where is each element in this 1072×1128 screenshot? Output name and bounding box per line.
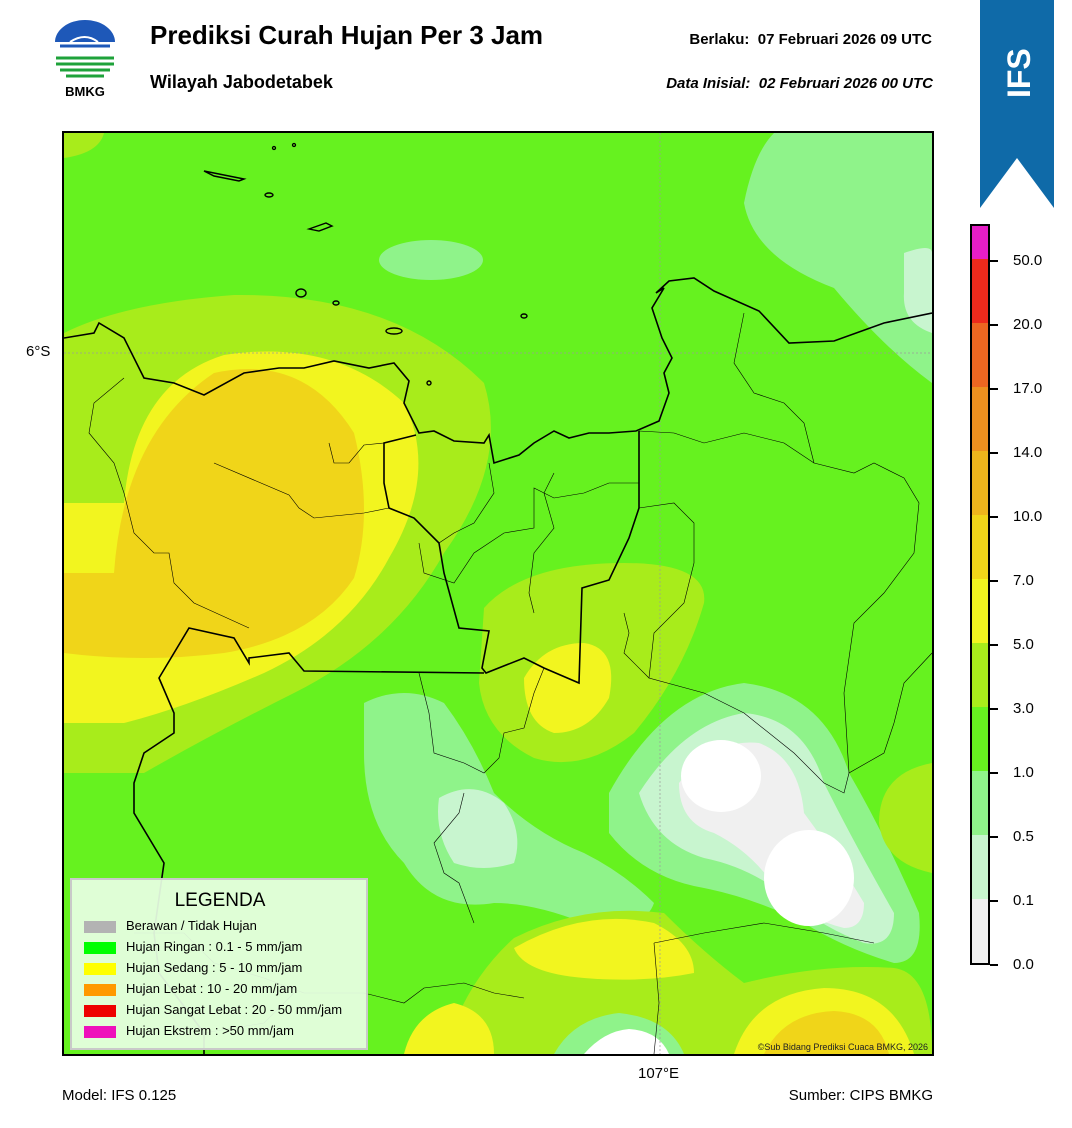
colorbar-tick (990, 260, 998, 262)
init-time: Data Inisial: 02 Februari 2026 00 UTC (666, 75, 933, 92)
colorbar-tick (990, 708, 998, 710)
colorbar-tick-label: 14.0 (1013, 444, 1043, 461)
colorbar-tick-label: 0.0 (1013, 956, 1034, 973)
legend-item-heavy-rain: Hujan Lebat : 10 - 20 mm/jam (84, 981, 297, 999)
rainfall-map: LEGENDA Berawan / Tidak Hujan Hujan Ring… (62, 131, 934, 1056)
longitude-label: 107°E (638, 1065, 680, 1082)
colorbar-tick-label: 20.0 (1013, 316, 1043, 333)
colorbar-segment (972, 515, 988, 579)
model-ribbon: IFS (980, 0, 1054, 208)
colorbar-tick (990, 964, 998, 966)
valid-label: Berlaku: (689, 31, 750, 48)
colorbar-segment (972, 899, 988, 963)
logo-text: BMKG (65, 84, 105, 99)
colorbar-tick (990, 900, 998, 902)
colorbar (970, 224, 990, 965)
legend-swatch (84, 941, 116, 954)
colorbar-segment (972, 226, 988, 259)
legend-item-light-rain: Hujan Ringan : 0.1 - 5 mm/jam (84, 939, 302, 957)
colorbar-segment (972, 387, 988, 451)
colorbar-tick-label: 17.0 (1013, 380, 1043, 397)
colorbar-segment (972, 835, 988, 899)
model-info: Model: IFS 0.125 (62, 1087, 177, 1104)
colorbar-segment (972, 707, 988, 771)
legend-swatch (84, 920, 116, 933)
colorbar-segment (972, 259, 988, 323)
legend-item-extreme-rain: Hujan Ekstrem : >50 mm/jam (84, 1023, 294, 1041)
legend-label: Hujan Lebat : 10 - 20 mm/jam (126, 981, 298, 996)
copyright-text: ©Sub Bidang Prediksi Cuaca BMKG, 2026 (757, 1042, 928, 1052)
init-label: Data Inisial: (666, 75, 751, 92)
legend-swatch (84, 983, 116, 996)
init-value: 02 Februari 2026 00 UTC (758, 75, 933, 92)
colorbar-segment (972, 579, 988, 643)
colorbar-tick-label: 7.0 (1013, 572, 1034, 589)
colorbar-tick-label: 10.0 (1013, 508, 1043, 525)
colorbar-segment (972, 323, 988, 387)
bmkg-logo: BMKG (50, 20, 120, 102)
colorbar-tick (990, 324, 998, 326)
legend-title: LEGENDA (174, 890, 266, 911)
colorbar-tick (990, 388, 998, 390)
colorbar-tick-label: 50.0 (1013, 252, 1043, 269)
legend-item-very-heavy-rain: Hujan Sangat Lebat : 20 - 50 mm/jam (84, 1002, 342, 1020)
legend-label: Hujan Sedang : 5 - 10 mm/jam (126, 960, 303, 975)
colorbar-tick (990, 580, 998, 582)
source-info: Sumber: CIPS BMKG (788, 1087, 933, 1104)
colorbar-segment (972, 771, 988, 835)
legend-swatch (84, 1025, 116, 1038)
legend-label: Berawan / Tidak Hujan (126, 918, 257, 933)
colorbar-tick (990, 836, 998, 838)
page-subtitle: Wilayah Jabodetabek (150, 72, 333, 92)
colorbar-tick (990, 516, 998, 518)
page-title: Prediksi Curah Hujan Per 3 Jam (150, 20, 544, 50)
colorbar-segment (972, 451, 988, 515)
colorbar-tick (990, 644, 998, 646)
legend-item-cloudy: Berawan / Tidak Hujan (84, 918, 257, 936)
colorbar-tick-label: 0.1 (1013, 892, 1034, 909)
ribbon-text: IFS (1001, 48, 1037, 98)
colorbar-tick (990, 772, 998, 774)
valid-time: Berlaku: 07 Februari 2026 09 UTC (689, 31, 932, 48)
valid-value: 07 Februari 2026 09 UTC (757, 31, 932, 48)
colorbar-tick-label: 1.0 (1013, 764, 1034, 781)
legend-label: Hujan Sangat Lebat : 20 - 50 mm/jam (126, 1002, 343, 1017)
legend-label: Hujan Ringan : 0.1 - 5 mm/jam (126, 939, 303, 954)
legend-swatch (84, 962, 116, 975)
legend-swatch (84, 1004, 116, 1017)
colorbar-tick-label: 0.5 (1013, 828, 1034, 845)
latitude-label: 6°S (26, 343, 51, 360)
colorbar-tick-label: 5.0 (1013, 636, 1034, 653)
colorbar-segment (972, 643, 988, 707)
legend-box: LEGENDA Berawan / Tidak Hujan Hujan Ring… (70, 878, 368, 1050)
legend-label: Hujan Ekstrem : >50 mm/jam (126, 1023, 294, 1038)
legend-item-moderate-rain: Hujan Sedang : 5 - 10 mm/jam (84, 960, 302, 978)
colorbar-tick (990, 452, 998, 454)
colorbar-tick-label: 3.0 (1013, 700, 1034, 717)
